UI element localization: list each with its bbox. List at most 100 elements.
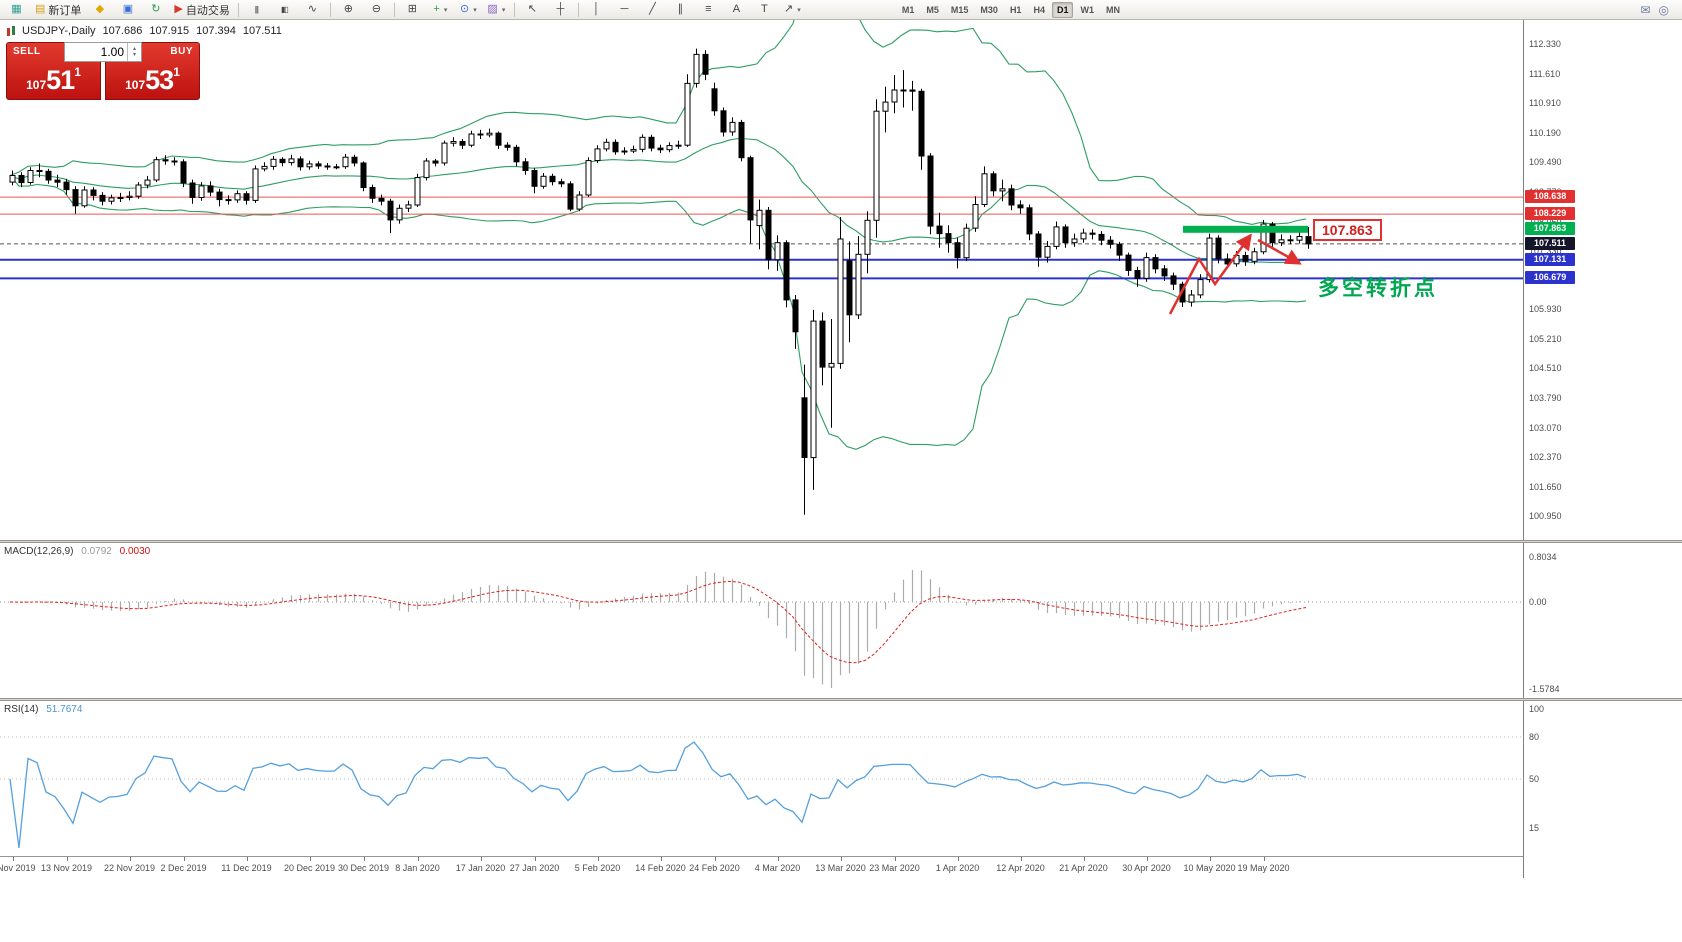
zoom-out-icon[interactable]: ⊖ [363,0,390,19]
rsi-label: RSI(14) 51.7674 [4,704,82,715]
buy-price-big-figure: 107 [125,78,146,92]
volume-up-icon[interactable]: ▴ [132,46,136,52]
new-order-button[interactable]: ▤ 新订单 [31,0,85,19]
bar-chart-type-icon[interactable]: ||| [243,0,270,19]
date-axis-label: 12 Apr 2020 [996,863,1045,873]
date-axis-label: 13 Mar 2020 [815,863,866,873]
date-axis-label: 8 Jan 2020 [395,863,440,873]
templates-icon: ▨ [487,3,498,15]
price-axis-label: 108.050 [1529,217,1562,227]
timeframe-m5[interactable]: M5 [926,4,939,15]
price-axis-label: 100.950 [1529,511,1562,522]
price-axis-label: 112.330 [1529,39,1561,49]
channel-icon[interactable]: ∥ [667,0,694,19]
price-axis-label: 110.910 [1529,97,1561,108]
macd-label: MACD(12,26,9) 0.0792 0.0030 [4,546,150,557]
rsi-panel: RSI(14) 51.7674 [0,701,1523,856]
fibonacci-icon: ≡ [705,3,712,15]
crosshair-icon: ┼ [556,3,565,15]
market-watch-icon[interactable]: ▣ [114,0,141,19]
fibonacci-icon[interactable]: ≡ [695,0,722,19]
candlestick-chart[interactable] [0,20,1523,540]
rsi-chart[interactable] [0,701,1523,856]
timeframe-m1[interactable]: M1 [901,4,915,15]
date-axis-label: 19 May 2020 [1237,863,1290,873]
macd-chart[interactable] [0,543,1523,698]
search-icon[interactable]: ◎ [1658,2,1669,17]
date-axis-label: 24 Feb 2020 [689,863,740,873]
arrows-tool-icon[interactable]: ↗ ▾ [779,0,806,19]
price-line-badge: 107.511 [1525,236,1575,250]
date-tick [1020,857,1022,861]
chat-icon[interactable]: ✉ [1640,2,1651,17]
rsi-axis-label: 15 [1529,823,1540,833]
refresh-icon[interactable]: ↻ [142,0,169,19]
toolbar-separator [577,2,579,17]
toolbar-separator [513,2,515,17]
price-line-badge: 107.863 [1525,222,1575,236]
rsi-axis-label: 100 [1529,704,1545,714]
text-label-icon: T [761,3,768,15]
timeframe-m30[interactable]: M30 [980,4,998,15]
autotrading-button[interactable]: ▶ 自动交易 [170,0,233,19]
timeframe-w1[interactable]: W1 [1080,4,1094,15]
resistance-price-label[interactable]: 107.863 [1313,219,1382,241]
periods-icon[interactable]: ⊙ ▾ [455,0,482,19]
price-axis[interactable]: 112.330111.610110.910110.190109.490108.7… [1523,20,1682,878]
timeframe-m15[interactable]: M15 [950,4,969,15]
date-tick [480,857,482,861]
date-axis-label: 2 Dec 2019 [160,863,207,873]
bar-chart-type-icon: ||| [254,4,259,14]
text-icon[interactable]: A [723,0,750,19]
turning-point-note[interactable]: 多空转折点 [1318,277,1438,300]
panel-separator[interactable] [0,698,1682,701]
trendline-icon[interactable]: ╱ [639,0,666,19]
candlestick-chart-type-icon[interactable]: ▮▯ [271,0,298,19]
metaeditor-icon[interactable]: ◆ [86,0,113,19]
line-chart-type-icon[interactable]: ∿ [299,0,326,19]
timeframe-h1[interactable]: H1 [1009,4,1022,15]
timeframe-mn[interactable]: MN [1105,4,1120,15]
chevron-down-icon: ▾ [501,6,506,14]
tile-windows-icon[interactable]: ⊞ [399,0,426,19]
vertical-line-icon[interactable]: │ [583,0,610,19]
indicators-icon: + [433,3,440,15]
chart-workspace: USDJPY-,Daily 107.686 107.915 107.394 10… [0,20,1682,942]
date-axis-label: 11 Dec 2019 [221,863,272,873]
timeframe-d1[interactable]: D1 [1051,1,1074,18]
date-tick [1083,857,1085,861]
zoom-in-icon[interactable]: ⊕ [335,0,362,19]
text-label-icon[interactable]: T [751,0,778,19]
cursor-icon[interactable]: ↖ [519,0,546,19]
sell-price: 107511 [7,65,100,96]
date-tick [417,857,419,861]
indicators-icon[interactable]: + ▾ [427,0,454,19]
date-axis-label: 1 Apr 2020 [935,863,980,873]
crosshair-icon[interactable]: ┼ [547,0,574,19]
panel-separator[interactable] [0,540,1682,543]
timeframe-h4[interactable]: H4 [1033,4,1045,15]
horizontal-line-icon[interactable]: ─ [611,0,638,19]
cursor-icon: ↖ [527,3,537,15]
new-chart-icon[interactable]: ▦ [3,0,30,19]
price-axis-label: 105.210 [1529,334,1562,345]
metaeditor-icon: ◆ [95,3,105,15]
new-order-button: ▤ [35,3,46,15]
volume-spinner[interactable]: ▴ ▾ [127,43,141,61]
macd-axis-label: 0.00 [1529,597,1547,607]
date-axis-label: 20 Dec 2019 [283,863,336,873]
templates-icon[interactable]: ▨ ▾ [483,0,510,19]
volume-input[interactable]: 1.00 ▴ ▾ [64,42,142,62]
date-axis[interactable]: 5 Nov 2019 13 Nov 2019 22 Nov 2019 2 Dec 20… [0,856,1523,879]
price-axis-label: 111.610 [1529,68,1561,79]
line-chart-type-icon: ∿ [307,3,317,15]
date-tick [597,857,599,861]
market-watch-icon: ▣ [122,3,134,15]
price-axis-label: 105.930 [1529,304,1562,315]
volume-value: 1.00 [100,45,124,59]
date-tick [66,857,68,861]
date-axis-label: 27 Jan 2020 [509,863,560,873]
sell-price-pipette: 1 [74,65,81,79]
volume-down-icon[interactable]: ▾ [132,52,136,58]
